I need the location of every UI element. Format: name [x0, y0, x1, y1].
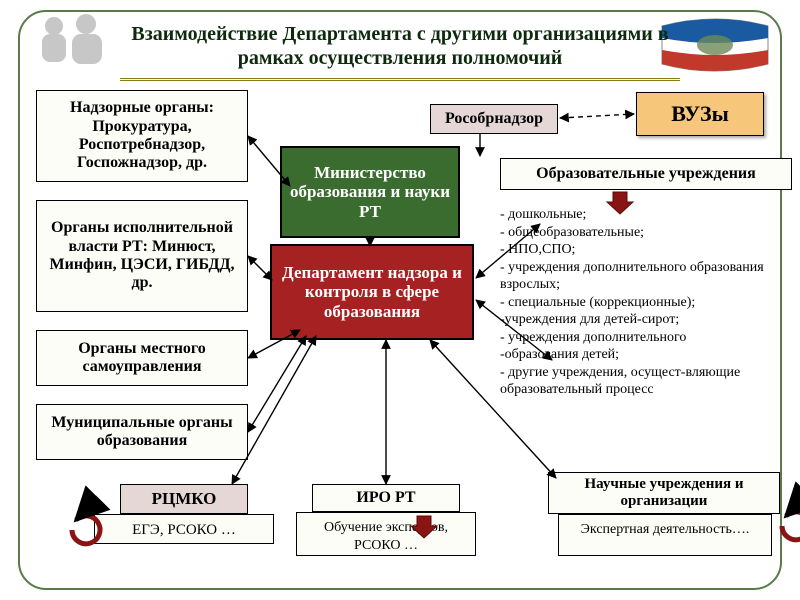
node-iro: ИРО РТ — [312, 484, 460, 512]
node-executive: Органы исполнительной власти РТ: Минюст,… — [36, 200, 248, 312]
node-municipal: Муниципальные органы образования — [36, 404, 248, 460]
node-edu-institutions: Образовательные учреждения — [500, 158, 792, 190]
node-scientific: Научные учреждения и организации — [548, 472, 780, 514]
node-local-gov: Органы местного самоуправления — [36, 330, 248, 386]
edu-types-list: - дошкольные;- общеобразовательные;- НПО… — [500, 206, 790, 430]
node-rcmko-sub: ЕГЭ, РСОКО … — [94, 514, 274, 544]
node-ministry: Министерство образования и науки РТ — [280, 146, 460, 238]
node-scientific-sub: Экспертная деятельность…. — [558, 514, 772, 556]
node-vuzy: ВУЗы — [636, 92, 764, 136]
node-supervisory: Надзорные органы: Прокуратура, Роспотреб… — [36, 90, 248, 182]
people-silhouette-icon — [32, 14, 118, 64]
title-underline — [120, 78, 680, 81]
node-iro-sub: Обучение экспертов, РСОКО … — [296, 512, 476, 556]
node-department: Департамент надзора и контроля в сфере о… — [270, 244, 474, 340]
node-rcmko: РЦМКО — [120, 484, 248, 514]
page-title: Взаимодействие Департамента с другими ор… — [120, 22, 680, 70]
node-rosobrnadzor: Рособрнадзор — [430, 104, 558, 134]
